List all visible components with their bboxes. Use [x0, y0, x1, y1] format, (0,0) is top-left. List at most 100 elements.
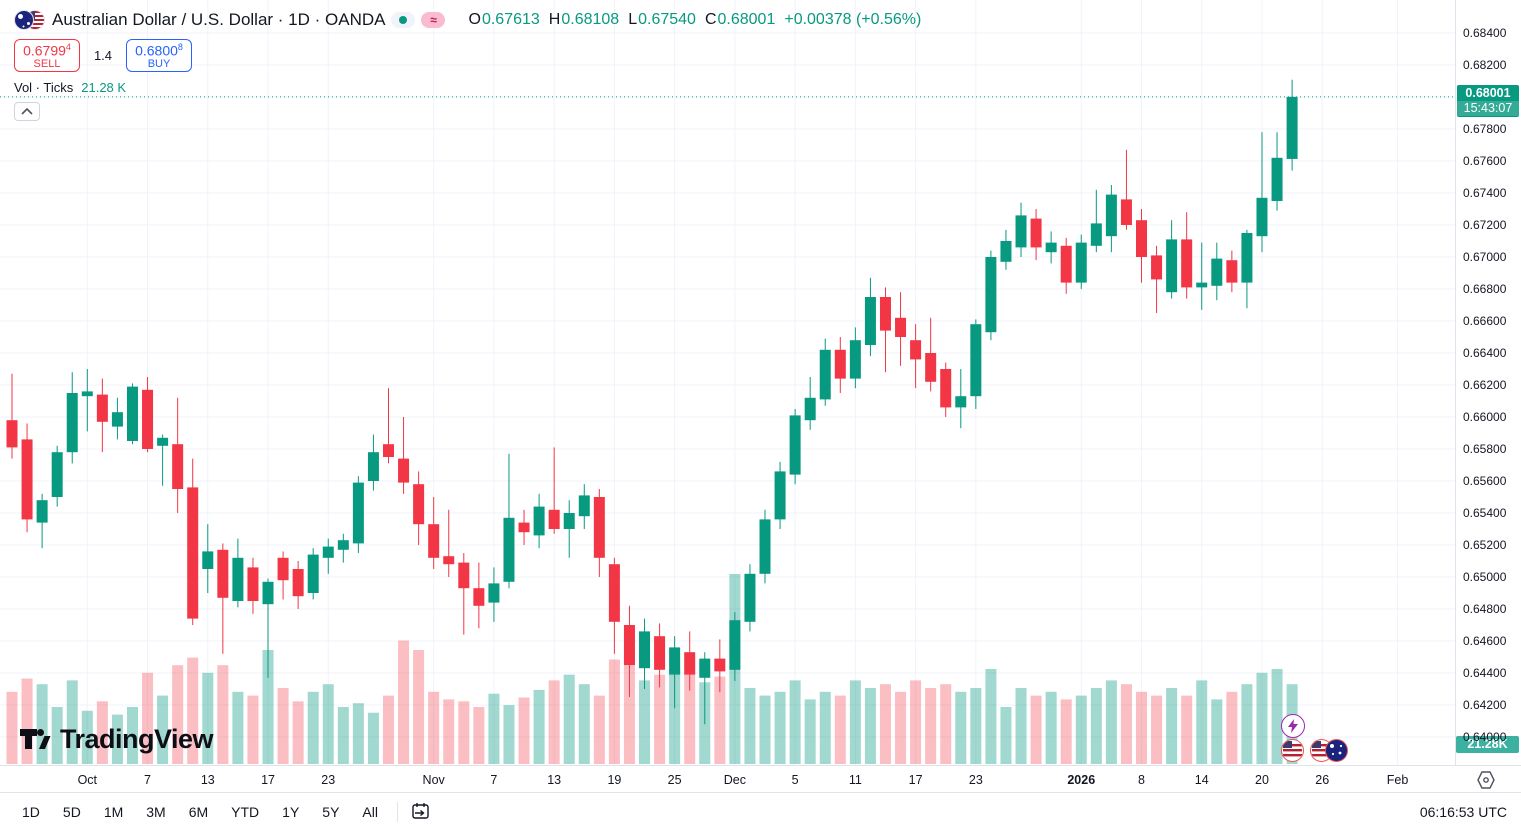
candle-body: [458, 562, 470, 589]
time-scale[interactable]: Oct 7 13 17 23 Nov 7 13 19 25 Dec 5 11 17 23 2026 8 14 20 2…: [0, 765, 1521, 793]
candle-body: [428, 524, 440, 558]
candle-body: [352, 482, 364, 544]
price-tick-label: 0.67600: [1463, 154, 1507, 168]
volume-bar: [96, 701, 108, 764]
time-tick-label: Nov: [422, 773, 445, 787]
volume-bar: [6, 691, 18, 764]
volume-bar: [910, 680, 922, 764]
candle-body: [413, 484, 425, 525]
volume-bar: [488, 693, 500, 764]
sell-button[interactable]: 0.67994 SELL: [14, 38, 80, 72]
candle-body: [398, 458, 410, 483]
go-to-date-button[interactable]: [408, 799, 433, 824]
candle-body: [879, 297, 891, 331]
time-tick-label: Oct: [77, 773, 98, 787]
open-label: O: [468, 11, 481, 28]
volume-bar: [1241, 684, 1253, 764]
time-tick-label: 14: [1194, 773, 1209, 787]
au-economic-event-flag-icon[interactable]: [1325, 739, 1348, 762]
range-button-5d[interactable]: 5D: [62, 803, 81, 820]
price-tick-label: 0.67200: [1463, 218, 1507, 232]
price-tick-label: 0.65600: [1463, 474, 1507, 488]
scale-settings-icon[interactable]: [1475, 770, 1497, 795]
bottom-toolbar: 1D 5D 1M 3M 6M YTD 1Y 5Y All 06:16:53 UTC: [0, 794, 1521, 829]
range-button-1m[interactable]: 1M: [103, 803, 124, 820]
toolbar-divider: [396, 801, 398, 822]
candle-body: [1120, 199, 1132, 225]
low-value: 0.67540: [638, 11, 696, 28]
time-tick-label: 7: [490, 773, 498, 787]
candle-body: [1271, 157, 1283, 201]
range-button-1d[interactable]: 1D: [22, 803, 40, 820]
candle-body: [81, 391, 93, 397]
range-button-ytd[interactable]: YTD: [231, 803, 260, 820]
candle-body: [21, 439, 33, 520]
legend-collapse-button[interactable]: [14, 102, 40, 121]
chart-legend: Australian Dollar / U.S. Dollar · 1D · O…: [14, 8, 921, 121]
volume-bar: [126, 707, 138, 764]
price-tick-label: 0.65000: [1463, 570, 1507, 584]
candle-body: [1075, 242, 1087, 283]
volume-bar: [849, 680, 861, 764]
candle-body: [1196, 282, 1208, 288]
candle-body: [1181, 239, 1193, 288]
time-tick-label: 19: [607, 773, 622, 787]
earnings-lightning-icon[interactable]: [1281, 714, 1305, 738]
volume-bar: [292, 701, 304, 764]
price-tick-label: 0.66600: [1463, 314, 1507, 328]
range-button-1y[interactable]: 1Y: [282, 803, 300, 820]
range-button-6m[interactable]: 6M: [188, 803, 209, 820]
high-value: 0.68108: [561, 11, 620, 28]
candle-body: [217, 549, 229, 598]
volume-study-label[interactable]: Vol · Ticks: [14, 80, 74, 95]
time-tick-label: 5: [791, 773, 799, 787]
volume-bar: [232, 691, 244, 764]
price-tick-label: 0.67400: [1463, 186, 1507, 200]
watermark-text: TradingView: [60, 723, 214, 754]
price-tick-label: 0.67000: [1463, 250, 1507, 264]
candle-body: [1015, 215, 1027, 248]
us-economic-event-flag-icon[interactable]: [1281, 739, 1304, 762]
volume-bar: [1211, 699, 1223, 764]
volume-bar: [322, 684, 334, 764]
market-status-pill[interactable]: [391, 12, 416, 28]
volume-bar: [1000, 707, 1012, 764]
price-tick-label: 0.68400: [1463, 26, 1507, 40]
volume-bar: [21, 678, 33, 764]
price-tick-label: 0.64000: [1463, 730, 1507, 744]
candle-body: [910, 340, 922, 360]
time-tick-label: 23: [321, 773, 336, 787]
candle-body: [142, 389, 154, 449]
candle-body: [202, 551, 214, 569]
delayed-data-badge[interactable]: ≈: [421, 12, 446, 28]
candlestick-chart[interactable]: [0, 0, 1455, 765]
symbol-title[interactable]: Australian Dollar / U.S. Dollar · 1D · O…: [52, 10, 386, 29]
candle-body: [1000, 241, 1012, 262]
candle-body: [6, 420, 18, 448]
close-value: 0.68001: [717, 11, 776, 28]
volume-bar: [714, 676, 726, 764]
range-button-all[interactable]: All: [362, 803, 378, 820]
volume-bar: [834, 695, 846, 764]
time-tick-label: Feb: [1386, 773, 1409, 787]
chevron-up-icon: [21, 108, 33, 115]
candle-body: [1045, 242, 1057, 253]
range-button-3m[interactable]: 3M: [146, 803, 166, 820]
volume-bar: [352, 703, 364, 764]
volume-bar: [1045, 691, 1057, 764]
time-tick-label: 8: [1138, 773, 1145, 787]
volume-bar: [563, 674, 575, 764]
price-scale[interactable]: 0.68001 15:43:07 21.28K 0.68400 0.68200 0.…: [1455, 0, 1521, 765]
volume-bar: [1271, 669, 1283, 764]
volume-bar: [759, 695, 771, 764]
timezone-clock[interactable]: 06:16:53 UTC: [1419, 803, 1507, 820]
volume-bar: [623, 650, 635, 764]
volume-bar: [398, 640, 410, 764]
buy-button[interactable]: 0.68008 BUY: [126, 38, 192, 72]
chart-pane[interactable]: TradingView: [0, 0, 1455, 765]
market-open-dot-icon: [399, 16, 408, 24]
candle-body: [1030, 218, 1042, 248]
range-button-5y[interactable]: 5Y: [322, 803, 340, 820]
candle-body: [563, 513, 575, 529]
